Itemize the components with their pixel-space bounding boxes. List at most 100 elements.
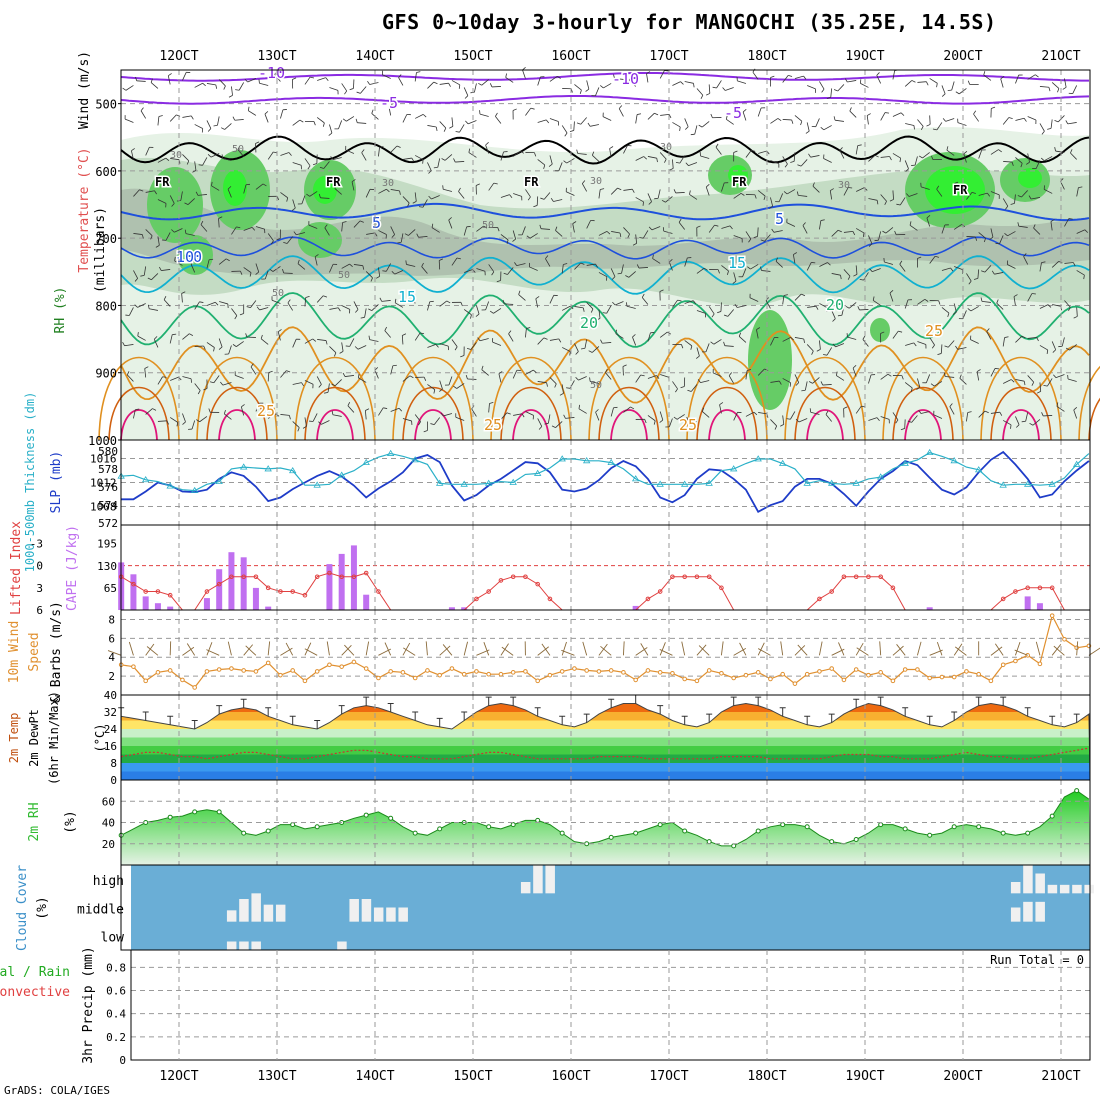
wind-speed-point [720,671,724,675]
bottom-date-label: 19OCT [845,1069,884,1084]
wind-speed-point [144,679,148,683]
cape-bar [1037,603,1043,610]
rh-moist-area [870,318,890,342]
wind-speed-point [597,670,601,674]
cloud-panel [131,865,1094,950]
top-date-label: 14OCT [355,49,394,64]
lifted-index-tick-label: 3 [36,582,43,595]
wind-speed-point [377,676,381,680]
precip-tick-label: 0.8 [106,961,126,974]
wind-speed-point [1063,637,1067,641]
cape-tick-label: 130 [97,560,117,573]
wind-speed-point [879,671,883,675]
wind-tick-label: 6 [108,632,115,645]
rh-saturated-area [223,170,247,206]
surface-wind-barb [660,642,665,655]
wind-barb [566,388,570,389]
wind-speed-point [242,669,246,673]
surface-wind-barb [146,644,154,655]
pressure-tick-label: 900 [95,367,117,381]
rh-point [756,829,760,833]
temperature-tick-label: 0 [110,774,117,787]
rh-tick-label: 40 [102,817,115,830]
wind-speed-point [683,677,687,681]
bottom-date-label: 16OCT [551,1069,590,1084]
precip-tick-label: 0.4 [106,1008,126,1021]
wind-speed-point [193,686,197,690]
wind-tick-label: 8 [108,613,115,626]
top-date-label: 13OCT [257,49,296,64]
temp-band [121,695,1090,704]
wind-speed-point [756,671,760,675]
surface-wind-barb [1015,642,1020,655]
rh-point [781,823,785,827]
rh-point [1026,831,1030,835]
rh-point [707,840,711,844]
cloud-cover-bar [1072,885,1082,894]
cape-bar [167,607,173,610]
surface-wind-barb [426,641,427,655]
wind-speed-point [940,675,944,679]
temperature-contour-label: -5 [380,94,398,112]
temperature-contour-label: 20 [826,296,844,314]
rh-area [121,791,1090,865]
rh-contour-label: 30 [382,178,394,189]
rh-point [634,831,638,835]
wind-speed-point [438,673,442,677]
rh-point [928,833,932,837]
surface-wind-barb [1052,644,1061,655]
wind-speed-point [744,673,748,677]
surface-wind-barb [268,641,269,655]
rh2m-unit-label: (%) [63,810,78,833]
wind-barb [199,165,203,166]
surface-wind-barb [682,642,685,656]
temperature-tick-label: 8 [110,757,117,770]
cloud-cover-bar [239,942,249,951]
rh-point [144,821,148,825]
cloud-bg [131,865,1090,950]
surface-wind-barb [1089,648,1100,656]
wind-speed-point [671,671,675,675]
wind-barb [470,92,474,93]
temperature-contour-label: 25 [679,416,697,434]
rh-point [658,823,662,827]
freezing-level-label: FR [524,175,539,189]
wind-speed-point [1001,663,1005,667]
temperature-axis-label-3: (6hr Min/Max) [47,691,61,785]
wind-tick-label: 4 [108,651,115,664]
wind-speed-point [646,669,650,673]
thickness-slp-panel [118,450,1090,512]
wind-speed-point [916,668,920,672]
rh-point [977,825,981,829]
rh-point [242,831,246,835]
rh-point [560,831,564,835]
wind-speed-point [622,671,626,675]
top-date-label: 21OCT [1041,49,1080,64]
temp-band [121,738,1090,747]
top-date-label: 12OCT [159,49,198,64]
temperature-axis-label-1: 2m Temp [7,713,21,764]
surface-wind-barb [838,642,843,655]
temp-band [121,746,1090,755]
surface-wind-barb [1077,641,1078,655]
rh-contour-label: 30 [170,150,182,161]
rh-point [585,842,589,846]
rh-point [193,810,197,814]
cape-bar [1025,596,1031,610]
cloud-cover-bar [239,899,249,922]
temperature-contour-label: -10 [612,70,639,88]
rh-point [854,838,858,842]
wind-barb [459,85,460,89]
thickness-tick-label: 572 [98,517,118,530]
rh-contour-label: 30 [590,176,602,187]
wind-speed-point [903,668,907,672]
rh-point [438,827,442,831]
surface-wind-barb [880,641,881,655]
top-date-label: 17OCT [649,49,688,64]
wind-barb [1069,219,1073,220]
wind-speed-point [560,670,564,674]
surface-wind-barb [599,644,607,655]
surface-wind-barb [1036,642,1040,656]
precip-frame [131,950,1090,1060]
